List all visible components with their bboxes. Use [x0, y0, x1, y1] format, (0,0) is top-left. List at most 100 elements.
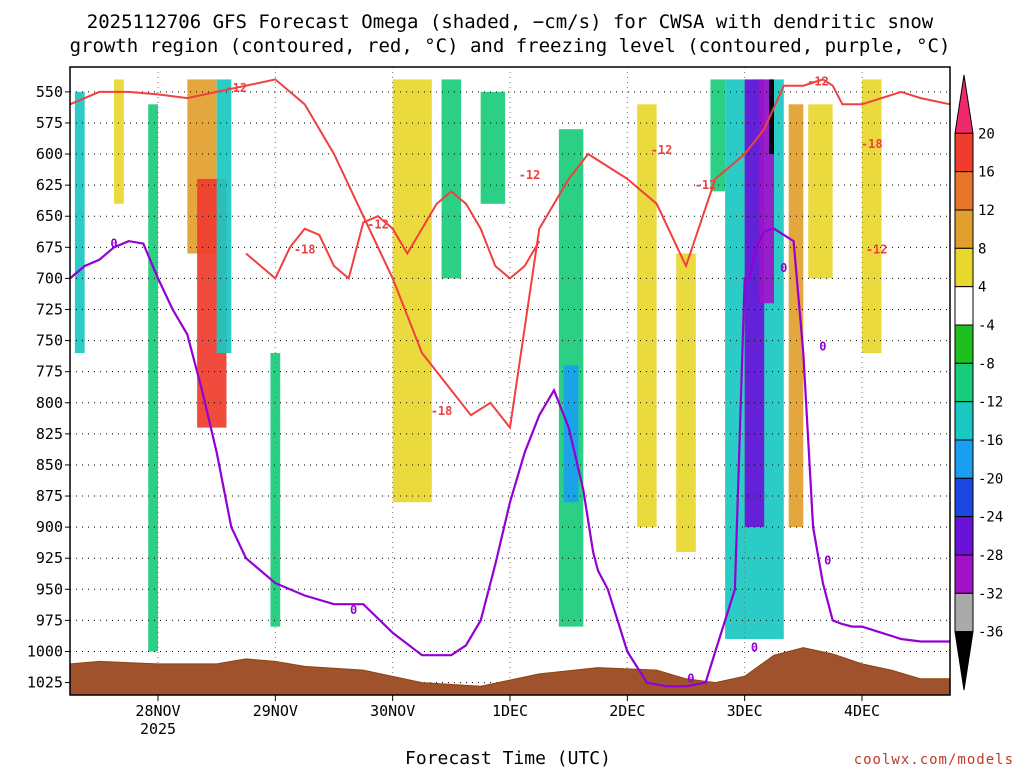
purple-contour-label-0: 0	[110, 236, 117, 250]
colorbar-label-9: -20	[978, 471, 1003, 487]
colorbar-label-4: 4	[978, 280, 986, 296]
y-tick-label-13: 875	[36, 487, 63, 505]
y-tick-label-17: 975	[36, 611, 63, 629]
colorbar: 20 16 12 8 4 -4 -8 -12 -16 -20 -24 -28 -32 -36	[954, 74, 1003, 691]
x-tick-label-2: 30NOV	[370, 702, 415, 720]
omega-region-21	[862, 79, 882, 354]
colorbar-label-0: 20	[978, 126, 995, 142]
colorbar-segment-6	[954, 324, 974, 364]
colorbar-segment-8	[954, 401, 974, 441]
x-tick-label-0: 28NOV	[135, 702, 180, 720]
omega-region-1	[114, 79, 124, 204]
y-tick-label-16: 950	[36, 580, 63, 598]
purple-contour-label-4: 0	[780, 261, 787, 275]
colorbar-segment-1	[954, 132, 974, 173]
y-tick-label-7: 725	[36, 300, 63, 318]
omega-region-9	[480, 91, 506, 204]
dgz-contours	[69, 78, 951, 431]
red-contour-label-9: -12	[866, 243, 888, 257]
colorbar-label-1: 16	[978, 165, 995, 181]
omega-region-14	[710, 79, 726, 192]
purple-contour-label-2: 0	[687, 672, 694, 686]
y-tick-label-8: 750	[36, 332, 63, 350]
purple-contour-label-1: 0	[350, 603, 357, 617]
x-tick-sublabel-0: 2025	[140, 720, 176, 738]
omega-region-6	[270, 353, 281, 627]
colorbar-label-7: -12	[978, 395, 1003, 411]
red-contour-label-4: -12	[519, 168, 541, 182]
chart-title-line2: growth region (contoured, red, °C) and f…	[70, 35, 951, 57]
omega-region-0	[74, 91, 85, 354]
y-tick-label-4: 650	[36, 207, 63, 225]
x-tick-label-5: 3DEC	[727, 702, 763, 720]
colorbar-arrow-bottom	[954, 631, 974, 691]
red-contour-label-2: -12	[367, 218, 389, 232]
purple-contour-label-6: 0	[824, 553, 831, 567]
colorbar-arrow-top	[954, 74, 974, 134]
contour-labels: -12 -18 -12 -18 -12 -12 -12 -12 -18 -12 0 0 0 0 0 0 0	[110, 75, 887, 686]
colorbar-label-10: -24	[978, 510, 1003, 526]
colorbar-segment-9	[954, 439, 974, 479]
x-tick-label-3: 1DEC	[492, 702, 528, 720]
y-axis: 550 575 600 625 650 675 700 725 750 775 800 825 850 8…	[27, 83, 70, 692]
colorbar-segment-2	[954, 171, 974, 211]
y-tick-label-6: 700	[36, 269, 63, 287]
y-tick-label-19: 1025	[27, 674, 63, 692]
red-contour-label-1: -18	[294, 243, 316, 257]
colorbar-segment-5	[954, 286, 974, 326]
colorbar-label-3: 8	[978, 241, 986, 257]
red-contour-label-3: -18	[431, 404, 453, 418]
red-contour-label-7: -12	[807, 75, 829, 89]
red-contour-label-5: -12	[651, 143, 673, 157]
colorbar-label-11: -28	[978, 548, 1003, 564]
dgz-contour-1	[245, 190, 541, 281]
terrain-surface	[69, 647, 951, 696]
omega-region-20	[808, 104, 833, 279]
colorbar-label-8: -16	[978, 433, 1003, 449]
y-tick-label-12: 850	[36, 456, 63, 474]
omega-region-8	[441, 79, 462, 279]
red-contour-label-0: -12	[225, 81, 247, 95]
colorbar-segment-10	[954, 477, 974, 518]
omega-region-19	[788, 104, 804, 528]
freezing-level-line	[69, 227, 950, 688]
colorbar-segment-3	[954, 209, 974, 249]
x-tick-label-6: 4DEC	[844, 702, 880, 720]
colorbar-segment-4	[954, 247, 974, 288]
colorbar-label-6: -8	[978, 356, 995, 372]
red-contour-label-8: -18	[861, 137, 883, 151]
chart-title-line1: 2025112706 GFS Forecast Omega (shaded, −…	[87, 11, 934, 33]
dgz-contour-0	[69, 78, 951, 431]
purple-contour-label-5: 0	[819, 340, 826, 354]
omega-region-12	[637, 104, 657, 528]
colorbar-label-12: -32	[978, 586, 1003, 602]
purple-contour-label-3: 0	[751, 640, 758, 654]
y-tick-label-11: 825	[36, 425, 63, 443]
y-tick-label-14: 900	[36, 518, 63, 536]
x-tick-label-1: 29NOV	[253, 702, 298, 720]
omega-region-5	[216, 79, 232, 354]
y-tick-label-9: 775	[36, 363, 63, 381]
y-tick-label-15: 925	[36, 549, 63, 567]
omega-region-2	[148, 104, 158, 652]
y-tick-label-1: 575	[36, 114, 63, 132]
colorbar-label-2: 12	[978, 203, 995, 219]
omega-region-7	[392, 79, 432, 503]
colorbar-segment-13	[954, 592, 974, 633]
colorbar-segment-12	[954, 554, 974, 594]
colorbar-label-5: -4	[978, 318, 995, 334]
y-tick-label-5: 675	[36, 238, 63, 256]
x-tick-label-4: 2DEC	[609, 702, 645, 720]
plot-area: -12 -18 -12 -18 -12 -12 -12 -12 -18 -12 0 0 0 0 0 0 0	[69, 66, 951, 696]
colorbar-segment-7	[954, 362, 974, 403]
y-tick-label-18: 1000	[27, 642, 63, 660]
x-axis-label: Forecast Time (UTC)	[405, 748, 611, 768]
y-tick-label-3: 625	[36, 176, 63, 194]
colorbar-label-13: -36	[978, 625, 1003, 641]
y-tick-label-2: 600	[36, 145, 63, 163]
red-contour-label-6: -12	[695, 178, 717, 192]
credit-text: coolwx.com/models	[854, 752, 1014, 768]
y-tick-label-0: 550	[36, 83, 63, 101]
